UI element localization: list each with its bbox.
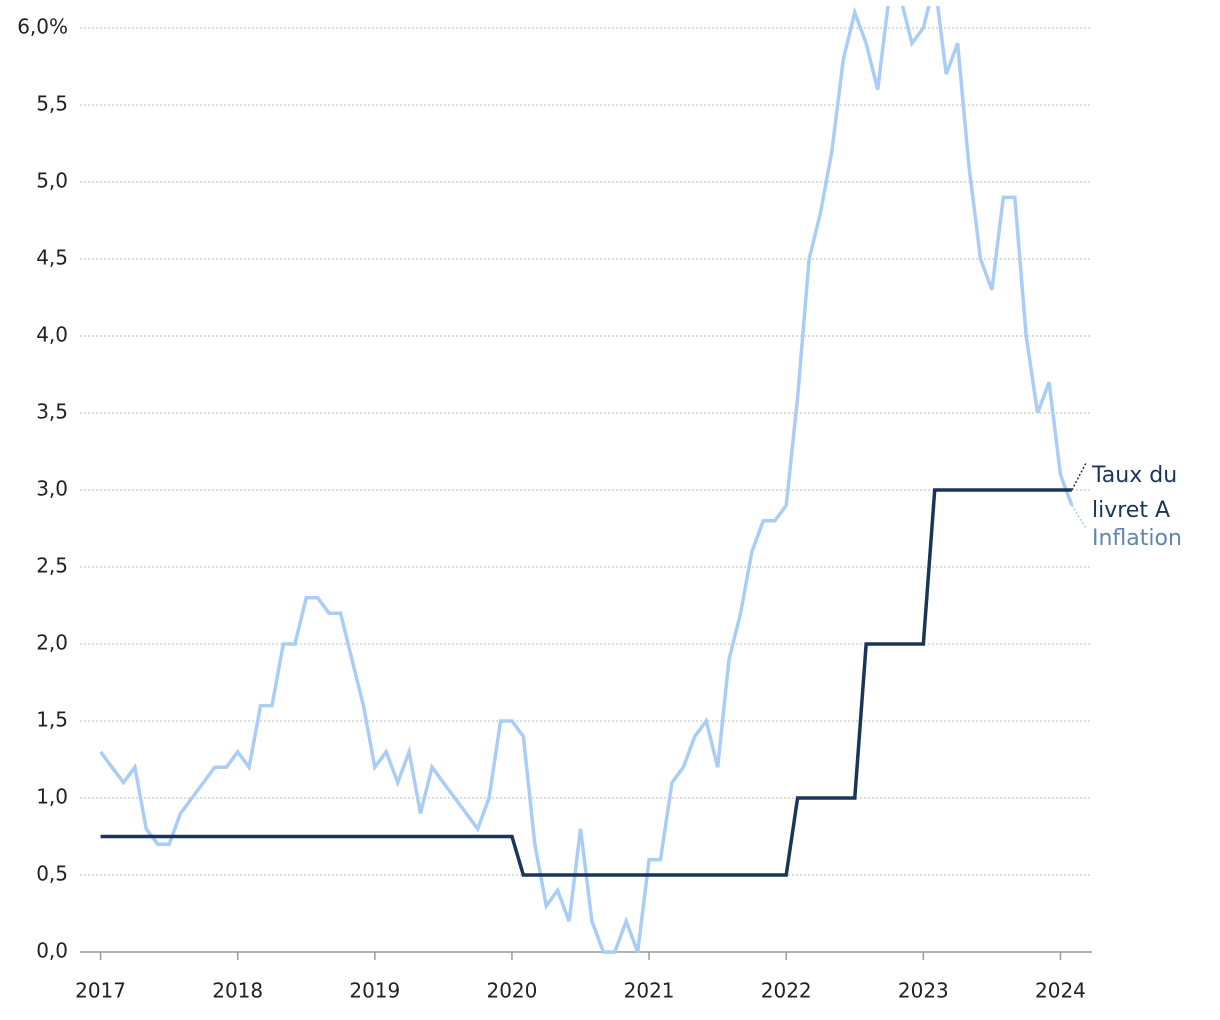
- y-tick-label: 3,0: [36, 477, 68, 501]
- y-tick-label: 0,5: [36, 862, 68, 886]
- line: [99, 6, 1074, 954]
- x-tick-label: 2017: [75, 979, 126, 1003]
- line: [100, 488, 1072, 877]
- x-tick-label: 2024: [1035, 979, 1086, 1003]
- y-tick-label: 2,5: [36, 554, 68, 578]
- y-tick-label: 0,0: [36, 939, 68, 963]
- x-tick-label: 2022: [761, 979, 812, 1003]
- y-tick-label: 2,0: [36, 631, 68, 655]
- series-label: Inflation: [1092, 526, 1182, 551]
- x-tick-label: 2021: [624, 979, 675, 1003]
- y-tick-label: 5,5: [36, 92, 68, 116]
- y-tick-label: 6,0%: [17, 15, 68, 39]
- y-tick-label: 3,5: [36, 400, 68, 424]
- y-tick-label: 1,5: [36, 708, 68, 732]
- x-tick-label: 2023: [898, 979, 949, 1003]
- series-label: Taux du livret A: [1092, 463, 1178, 523]
- x-tick-label: 2020: [486, 979, 537, 1003]
- x-tick-label: 2018: [212, 979, 263, 1003]
- y-tick-label: 4,5: [36, 246, 68, 270]
- y-tick-label: 5,0: [36, 169, 68, 193]
- y-tick-label: 4,0: [36, 323, 68, 347]
- leader-line: [1071, 462, 1087, 491]
- y-tick-label: 1,0: [36, 785, 68, 809]
- x-tick-label: 2019: [349, 979, 400, 1003]
- leader-line: [1071, 505, 1087, 529]
